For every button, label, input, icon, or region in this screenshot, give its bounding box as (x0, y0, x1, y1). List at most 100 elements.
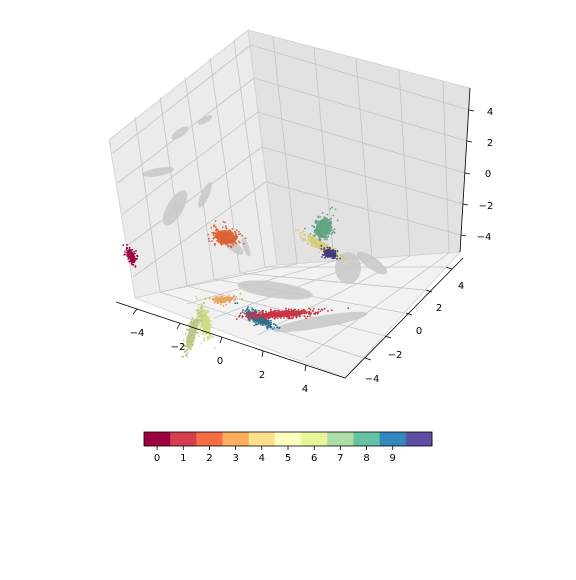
scatter-point (208, 337, 211, 339)
axis-lines (115, 87, 471, 379)
scatter-point (247, 314, 250, 317)
scatter-point (269, 326, 272, 329)
scatter-point (189, 328, 192, 331)
scatter-point (232, 296, 235, 298)
scatter-point (271, 328, 274, 330)
scatter-point (122, 244, 125, 247)
shadow-blob (171, 126, 189, 140)
scatter-point (300, 234, 302, 237)
scatter-point (186, 337, 188, 339)
y-tick-label: 4 (458, 281, 464, 292)
scatter-point (213, 346, 216, 349)
scatter-point (238, 241, 241, 244)
colorbar-cell (196, 432, 223, 446)
scatter-point (320, 249, 323, 252)
scatter-point (229, 234, 232, 237)
scatter-point (272, 313, 274, 316)
cluster-2 (207, 220, 247, 249)
scatter-point (192, 323, 195, 326)
scatter-point (337, 257, 340, 260)
scatter-point (352, 262, 355, 264)
colorbar-cells (144, 432, 433, 446)
scatter-point (341, 254, 344, 257)
scatter-point (206, 309, 209, 312)
scatter-point (249, 318, 252, 320)
scatter-point (329, 227, 331, 230)
scatter-point (255, 321, 257, 324)
scatter-point (228, 299, 231, 302)
scatter-point (247, 308, 250, 311)
scatter-point (193, 329, 196, 332)
scatter-point (127, 258, 130, 260)
scatter-point (193, 321, 196, 324)
scatter-point (229, 229, 231, 232)
x-tick-mark (304, 364, 307, 372)
scatter-point (311, 234, 314, 237)
scatter-point (203, 328, 205, 330)
scatter-point (208, 297, 211, 300)
scatter-point (307, 242, 309, 244)
y-tick-mark (384, 335, 392, 339)
shadow-blob (241, 237, 251, 257)
scatter-point (339, 257, 342, 260)
cluster-6 (181, 302, 205, 358)
scatter-point (230, 246, 233, 249)
scatter-point (224, 297, 227, 300)
scatter-point (188, 347, 190, 350)
y-tick-label: −2 (388, 350, 403, 361)
scatter-point (215, 229, 217, 232)
scatter-point (261, 324, 264, 326)
scatter-point (332, 230, 335, 233)
scatter-point (263, 316, 266, 318)
scatter-point (264, 310, 267, 313)
scatter-point (254, 319, 256, 322)
scatter-point (211, 231, 214, 234)
scatter-point (331, 257, 334, 260)
scatter-point (212, 232, 215, 235)
scatter-point (199, 314, 202, 316)
y-tick-mark (405, 312, 413, 316)
scatter-point (322, 235, 325, 238)
scatter-point (328, 232, 331, 235)
scatter-point (320, 221, 322, 223)
scatter-point (267, 312, 269, 315)
scatter-point (336, 219, 339, 222)
scatter-point (319, 234, 322, 237)
y-tick-label: 0 (416, 326, 422, 337)
scatter-point (319, 229, 322, 232)
scatter-point (317, 215, 320, 218)
scatter-point (195, 331, 198, 334)
scatter-point (216, 296, 219, 298)
scatter-point (320, 245, 323, 247)
scatter-point (302, 234, 305, 236)
scatter-point (327, 310, 329, 312)
colorbar-cell (327, 432, 354, 446)
scatter-point (182, 355, 185, 358)
scatter-point (212, 231, 215, 234)
scatter-point (189, 336, 192, 338)
scatter-point (203, 298, 206, 301)
scatter-point (204, 328, 207, 330)
scatter-point (334, 251, 337, 254)
scatter-point (239, 292, 242, 295)
scatter-point (226, 231, 229, 234)
scatter-point (321, 221, 324, 224)
scatter-point (196, 312, 199, 314)
scatter-point (310, 312, 313, 315)
scatter-point (265, 318, 268, 321)
scatter-point (265, 323, 268, 326)
scatter-point (200, 303, 203, 305)
z-tick-label: 4 (487, 107, 493, 118)
scatter-point (318, 237, 321, 239)
scatter-point (270, 319, 272, 322)
scatter-point (270, 323, 272, 325)
scatter-point (219, 295, 222, 297)
colorbar-tick-label: 7 (337, 453, 343, 464)
scatter-point (203, 314, 205, 317)
colorbar-tick-label: 9 (390, 453, 396, 464)
scatter-point (333, 232, 336, 234)
scatter-point (304, 227, 306, 230)
scatter-point (238, 315, 241, 318)
scatter-point (330, 233, 333, 236)
scatter-point (321, 256, 323, 258)
